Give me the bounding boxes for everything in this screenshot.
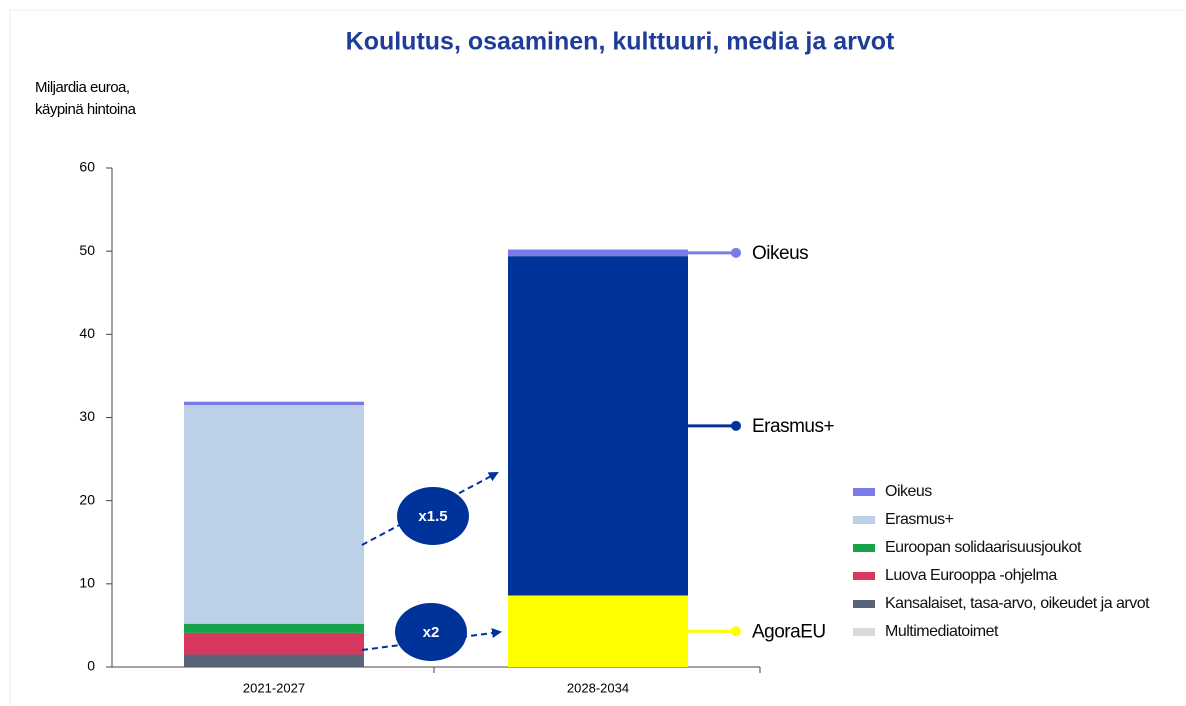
legend-item: Kansalaiset, tasa-arvo, oikeudet ja arvo… [853, 594, 1186, 614]
callout-label: Oikeus [752, 243, 808, 264]
bar-segment [184, 623, 364, 633]
legend-label: Erasmus+ [885, 511, 954, 528]
y-tick-label: 30 [79, 408, 95, 424]
bar-segment [184, 401, 364, 406]
legend-swatch [853, 516, 875, 524]
legend-item: Oikeus [853, 482, 1186, 502]
bar-segment [508, 595, 688, 667]
growth-arrow [361, 472, 499, 546]
callout-label: AgoraEU [752, 621, 826, 642]
growth-label: x2 [423, 624, 440, 641]
legend-swatch [853, 628, 875, 636]
growth-badge [397, 487, 469, 545]
y-axis-label: Miljardia euroa, [35, 79, 130, 96]
legend-label: Luova Eurooppa -ohjelma [885, 567, 1057, 584]
bar-segment [508, 256, 688, 596]
bar-segment [184, 405, 364, 624]
legend-item: Erasmus+ [853, 510, 1186, 530]
callout-dot [731, 420, 741, 431]
bar-segment [184, 654, 364, 667]
x-tick-label: 2021-2027 [243, 680, 305, 695]
legend-item: Euroopan solidaarisuusjoukot [853, 538, 1186, 558]
legend-item: Luova Eurooppa -ohjelma [853, 566, 1186, 586]
callout-label: Erasmus+ [752, 416, 834, 437]
growth-arrow [361, 628, 502, 651]
bar-segment [184, 632, 364, 655]
y-axis-label: käypinä hintoina [35, 101, 137, 118]
callout-dot [731, 247, 741, 258]
legend: Oikeus Erasmus+ Euroopan solidaarisuusjouk… [853, 482, 1186, 650]
legend-swatch [853, 600, 875, 608]
y-tick-label: 10 [79, 575, 95, 591]
y-tick-label: 50 [79, 242, 95, 258]
bar-segment [508, 249, 688, 257]
legend-swatch [853, 544, 875, 552]
y-tick-label: 60 [79, 159, 95, 175]
x-tick-label: 2028-2034 [567, 680, 629, 695]
legend-label: Oikeus [885, 483, 932, 500]
y-tick-label: 40 [79, 325, 95, 341]
callout-dot [731, 626, 741, 637]
y-tick-label: 0 [87, 658, 95, 674]
growth-label: x1.5 [418, 508, 447, 525]
growth-badge [395, 603, 467, 661]
legend-swatch [853, 488, 875, 496]
legend-item: Multimediatoimet [853, 622, 1186, 642]
legend-swatch [853, 572, 875, 580]
chart-title: Koulutus, osaaminen, kulttuuri, media ja… [346, 28, 895, 56]
legend-label: Multimediatoimet [885, 623, 998, 640]
legend-label: Euroopan solidaarisuusjoukot [885, 539, 1081, 556]
y-tick-label: 20 [79, 491, 95, 507]
legend-label: Kansalaiset, tasa-arvo, oikeudet ja arvo… [885, 595, 1150, 612]
